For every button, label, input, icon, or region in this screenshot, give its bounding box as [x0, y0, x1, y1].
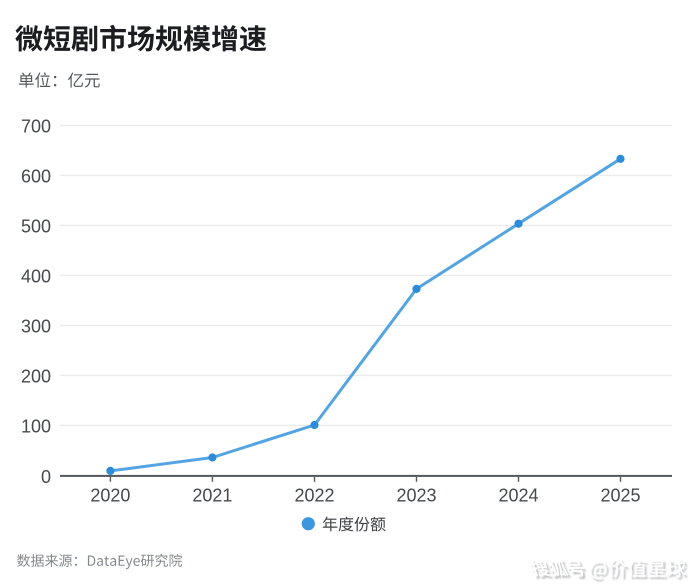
svg-text:2022: 2022 — [294, 486, 334, 506]
svg-text:300: 300 — [21, 317, 51, 337]
svg-text:600: 600 — [21, 167, 51, 187]
svg-text:200: 200 — [21, 367, 51, 387]
svg-text:2023: 2023 — [396, 486, 436, 506]
svg-text:0: 0 — [41, 467, 51, 487]
svg-text:700: 700 — [21, 117, 51, 137]
svg-text:2024: 2024 — [498, 486, 538, 506]
svg-text:2020: 2020 — [90, 486, 130, 506]
svg-text:2025: 2025 — [600, 486, 640, 506]
svg-text:500: 500 — [21, 217, 51, 237]
svg-text:100: 100 — [21, 417, 51, 437]
svg-text:400: 400 — [21, 267, 51, 287]
svg-text:2021: 2021 — [192, 486, 232, 506]
